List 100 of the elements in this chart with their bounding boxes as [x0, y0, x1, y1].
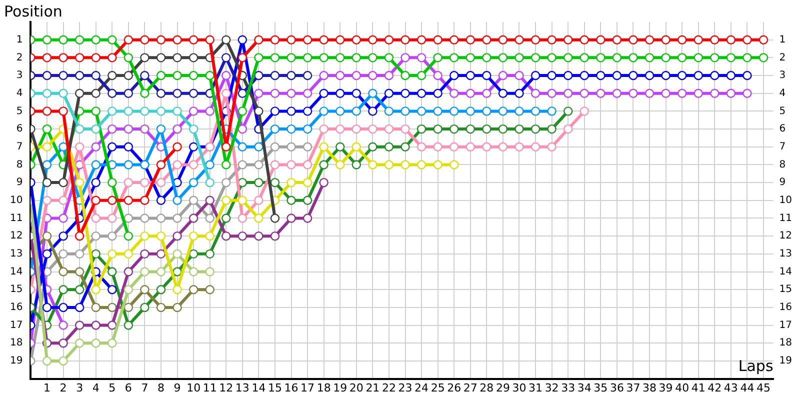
point — [368, 35, 378, 44]
point — [188, 160, 198, 170]
point — [352, 70, 362, 80]
x-tick-label: 41 — [691, 381, 706, 394]
point — [222, 231, 231, 241]
point — [254, 53, 264, 62]
point — [188, 53, 198, 62]
y2-tick-label: 12 — [779, 230, 792, 242]
point — [400, 88, 410, 98]
point — [172, 106, 182, 116]
point — [384, 160, 394, 170]
point — [596, 88, 606, 98]
point — [74, 320, 84, 330]
point — [188, 178, 198, 188]
point — [205, 70, 214, 80]
point — [42, 106, 52, 116]
point — [270, 178, 280, 188]
point — [498, 53, 508, 62]
point — [628, 53, 638, 62]
x-tick-label: 45 — [756, 381, 771, 394]
point — [108, 178, 117, 188]
point — [156, 106, 166, 116]
point — [644, 35, 654, 44]
y2-tick-label: 13 — [779, 248, 792, 260]
point — [336, 124, 345, 134]
point — [108, 35, 117, 44]
point — [91, 88, 100, 98]
point — [58, 320, 68, 330]
point — [140, 302, 150, 312]
point — [58, 88, 68, 98]
x-tick-label: 42 — [708, 381, 722, 394]
point — [416, 124, 426, 134]
point — [156, 178, 166, 188]
point — [238, 214, 248, 223]
point — [124, 285, 134, 294]
point — [400, 70, 410, 80]
point — [74, 70, 84, 80]
y2-tick-label: 5 — [779, 106, 786, 117]
point — [124, 70, 134, 80]
point — [514, 124, 524, 134]
point — [42, 160, 52, 170]
x-tick-label: 35 — [594, 381, 608, 394]
x-tick-label: 18 — [316, 381, 331, 394]
point — [205, 178, 214, 188]
point — [498, 70, 508, 80]
x-tick-label: 39 — [658, 381, 673, 394]
point — [156, 249, 166, 259]
y2-tick-label: 2 — [779, 52, 786, 64]
point — [710, 35, 720, 44]
point — [156, 53, 166, 62]
point — [482, 88, 492, 98]
point — [302, 178, 312, 188]
point — [172, 267, 182, 276]
point — [547, 106, 556, 116]
point — [172, 35, 182, 44]
x-tick-label: 26 — [447, 381, 462, 394]
point — [661, 35, 670, 44]
point — [302, 70, 312, 80]
point — [286, 178, 296, 188]
x-tick-label: 13 — [235, 381, 250, 394]
y-tick-label: 18 — [10, 338, 23, 349]
point — [205, 267, 214, 276]
point — [758, 53, 768, 62]
point — [156, 160, 166, 170]
point — [694, 88, 703, 98]
point — [400, 53, 410, 62]
point — [91, 285, 100, 294]
point — [514, 142, 524, 152]
point — [188, 196, 198, 205]
point — [319, 35, 328, 44]
point — [336, 53, 345, 62]
point — [108, 106, 117, 116]
point — [530, 106, 540, 116]
point — [416, 70, 426, 80]
point — [205, 160, 214, 170]
point — [124, 249, 134, 259]
point — [726, 70, 736, 80]
point — [238, 231, 248, 241]
point — [188, 214, 198, 223]
y2-tick-label: 17 — [779, 320, 792, 331]
point — [254, 231, 264, 241]
point — [368, 88, 378, 98]
point — [108, 320, 117, 330]
y-tick-label: 11 — [10, 212, 23, 224]
point — [596, 53, 606, 62]
point — [400, 35, 410, 44]
point — [124, 88, 134, 98]
point — [58, 178, 68, 188]
point — [58, 356, 68, 366]
point — [74, 249, 84, 259]
point — [74, 302, 84, 312]
point — [74, 285, 84, 294]
point — [352, 160, 362, 170]
point — [302, 196, 312, 205]
point — [238, 178, 248, 188]
point — [42, 35, 52, 44]
point — [514, 106, 524, 116]
point — [172, 53, 182, 62]
x-tick-label: 29 — [496, 381, 510, 394]
point — [172, 285, 182, 294]
